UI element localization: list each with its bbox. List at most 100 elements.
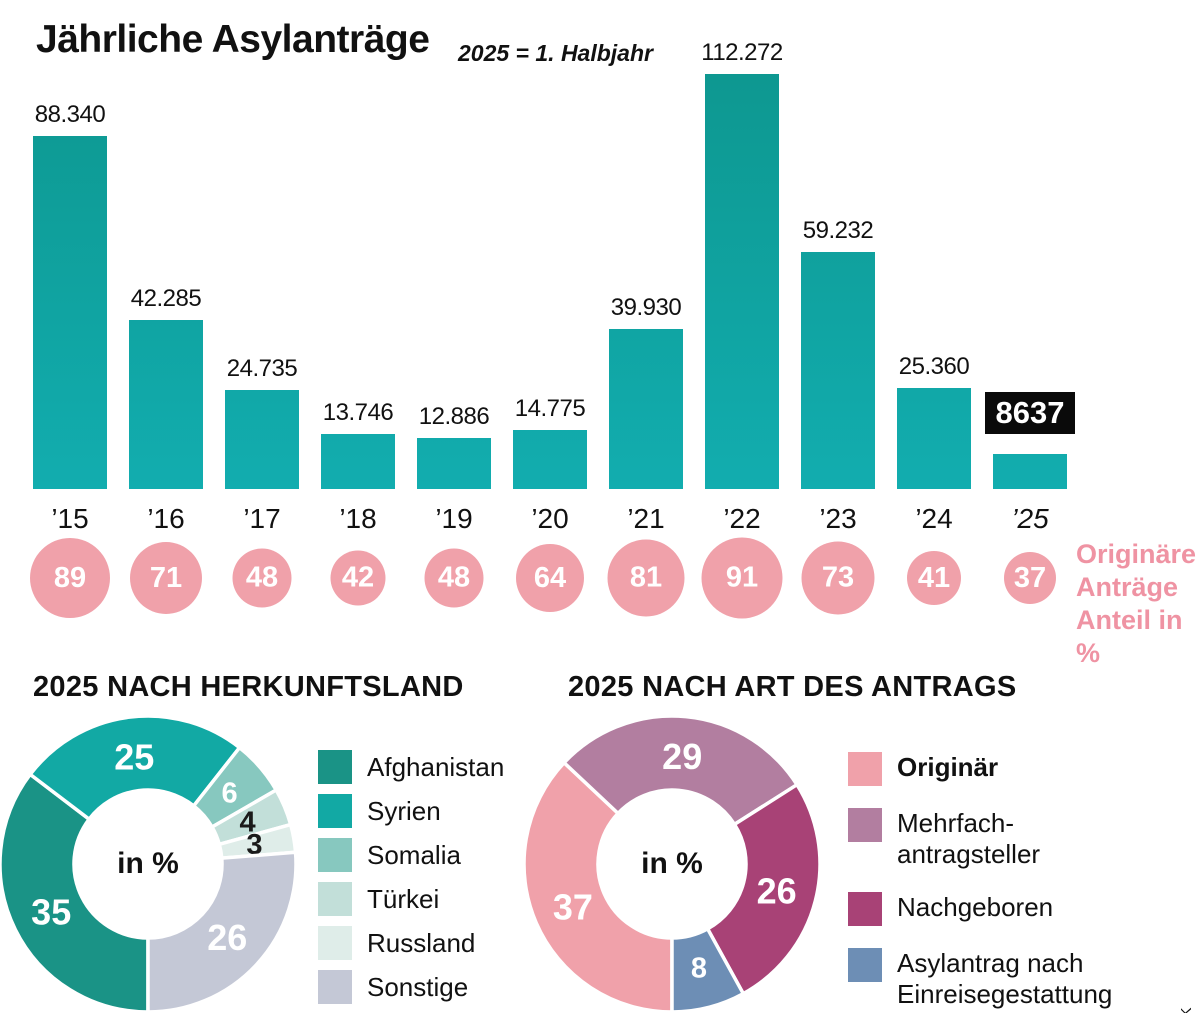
legend-item: Syrien [318, 794, 504, 828]
share-circle: 37 [1004, 552, 1056, 604]
bar [321, 434, 395, 489]
share-circle: 48 [232, 548, 292, 608]
legend-label: Somalia [367, 839, 461, 870]
share-circles-row: 89 71 48 42 48 64 81 91 73 41 37 [22, 534, 1078, 622]
tick-label: ’25 [1011, 503, 1049, 534]
donut-value-label: 26 [207, 917, 247, 958]
bar-value-label: 14.775 [514, 395, 586, 422]
bar-column: 14.775 ’20 [502, 39, 598, 534]
share-circle-cell: 73 [790, 534, 886, 622]
legend-item: Afghanistan [318, 750, 504, 784]
bar-value-label: 88.340 [34, 101, 106, 128]
bar-value-label: 8637 [984, 392, 1076, 434]
bar [801, 252, 875, 489]
subtitle-note: 2025 = 1. Halbjahr [458, 40, 653, 66]
tick-label: ’18 [339, 503, 377, 534]
bar-value-label: 42.285 [130, 285, 202, 312]
share-circle-cell: 91 [694, 534, 790, 622]
legend-label: Russland [367, 927, 476, 958]
bar [417, 438, 491, 489]
bar [513, 430, 587, 489]
bar-value-label: 13.746 [322, 399, 394, 426]
legend-item: Nachgeboren [848, 892, 1112, 926]
share-circle-cell: 48 [406, 534, 502, 622]
legend-swatch [318, 794, 352, 828]
donut-segment-origin-r [522, 760, 674, 1013]
donut-value-label: 6 [222, 777, 238, 809]
bar-column: 24.735 ’17 [214, 39, 310, 534]
tick-label: ’21 [627, 503, 665, 534]
share-circle-cell: 81 [598, 534, 694, 622]
tick-label: ’24 [915, 503, 953, 534]
legend-swatch [848, 808, 882, 842]
type-donut-chart: 37 29 26 8 [522, 714, 822, 1013]
donut-value-label: 8 [691, 953, 707, 985]
legend-swatch [318, 926, 352, 960]
legend-swatch [318, 970, 352, 1004]
legend-swatch [318, 838, 352, 872]
share-circle: 71 [130, 542, 202, 614]
share-circle-cell: 42 [310, 534, 406, 622]
bar [993, 454, 1067, 489]
donut-segment-syrien [28, 714, 242, 821]
origin-legend: Afghanistan Syrien Somalia Türkei Russland So… [318, 750, 504, 1004]
share-circle-cell: 89 [22, 534, 118, 622]
bar-column: 112.272 ’22 [694, 39, 790, 534]
bar [609, 329, 683, 489]
tick-label: ’15 [51, 503, 89, 534]
share-circle: 48 [424, 548, 484, 608]
donut-value-label: 26 [757, 870, 797, 911]
share-circle: 64 [516, 544, 584, 612]
bar-value-label: 39.930 [610, 294, 682, 321]
donut-value-label: 37 [553, 886, 593, 927]
type-legend: Originär Mehrfach- antragsteller Nachgebor… [848, 752, 1112, 1010]
tick-label: ’23 [819, 503, 857, 534]
legend-swatch [848, 892, 882, 926]
bar-column: 12.886 ’19 [406, 39, 502, 534]
tick-label: ’20 [531, 503, 569, 534]
bar-value-label: 25.360 [898, 353, 970, 380]
bar-value-label: 12.886 [418, 403, 490, 430]
bar-column: 88.340 ’15 [22, 39, 118, 534]
bar-value-label: 59.232 [802, 217, 874, 244]
bar-chart: 88.340 ’15 42.285 ’16 24.735 ’17 13.746 ’18 12.8… [22, 39, 1078, 534]
legend-item: Asylantrag nach Einreisegestattung [848, 948, 1112, 1010]
bar-column: 39.930 ’21 [598, 39, 694, 534]
bar [33, 136, 107, 489]
share-circle: 81 [607, 539, 685, 617]
share-circle-cell: 64 [502, 534, 598, 622]
share-circle-cell: 37 [982, 534, 1078, 622]
legend-item: Mehrfach- antragsteller [848, 808, 1112, 870]
bar [897, 388, 971, 489]
tick-label: ’16 [147, 503, 185, 534]
legend-label: Nachgeboren [897, 892, 1054, 922]
share-circle: 41 [907, 551, 961, 605]
bar-column: 25.360 ’24 [886, 39, 982, 534]
type-donut-title: 2025 NACH ART DES ANTRAGS [568, 671, 1017, 703]
share-circle-cell: 48 [214, 534, 310, 622]
donut-segment-asylantrag-nach-einreisegestattung [670, 927, 746, 1013]
legend-swatch [318, 750, 352, 784]
origin-donut-unit: in % [117, 847, 179, 880]
tick-label: ’17 [243, 503, 281, 534]
donut-value-label: 3 [246, 829, 262, 861]
source-credit: Quelle: BMI Grafik: „Die Presse“ · GK [1158, 1007, 1199, 1013]
bar-value-label: 24.735 [226, 355, 298, 382]
share-circle-cell: 71 [118, 534, 214, 622]
legend-item: Russland [318, 926, 504, 960]
donut-value-label: 29 [662, 736, 702, 777]
legend-label: Türkei [367, 883, 440, 914]
donut-value-label: 25 [114, 736, 154, 777]
legend-swatch [848, 752, 882, 786]
share-circle: 73 [801, 541, 875, 615]
page-title: Jährliche Asylanträge [36, 18, 430, 61]
legend-label: Mehrfach- antragsteller [897, 808, 1041, 869]
share-circle: 42 [330, 550, 386, 606]
legend-item: Sonstige [318, 970, 504, 1004]
share-circle-cell: 41 [886, 534, 982, 622]
legend-item: Originär [848, 752, 1112, 786]
bar-column: 42.285 ’16 [118, 39, 214, 534]
legend-label: Afghanistan [367, 751, 505, 782]
legend-swatch [848, 948, 882, 982]
